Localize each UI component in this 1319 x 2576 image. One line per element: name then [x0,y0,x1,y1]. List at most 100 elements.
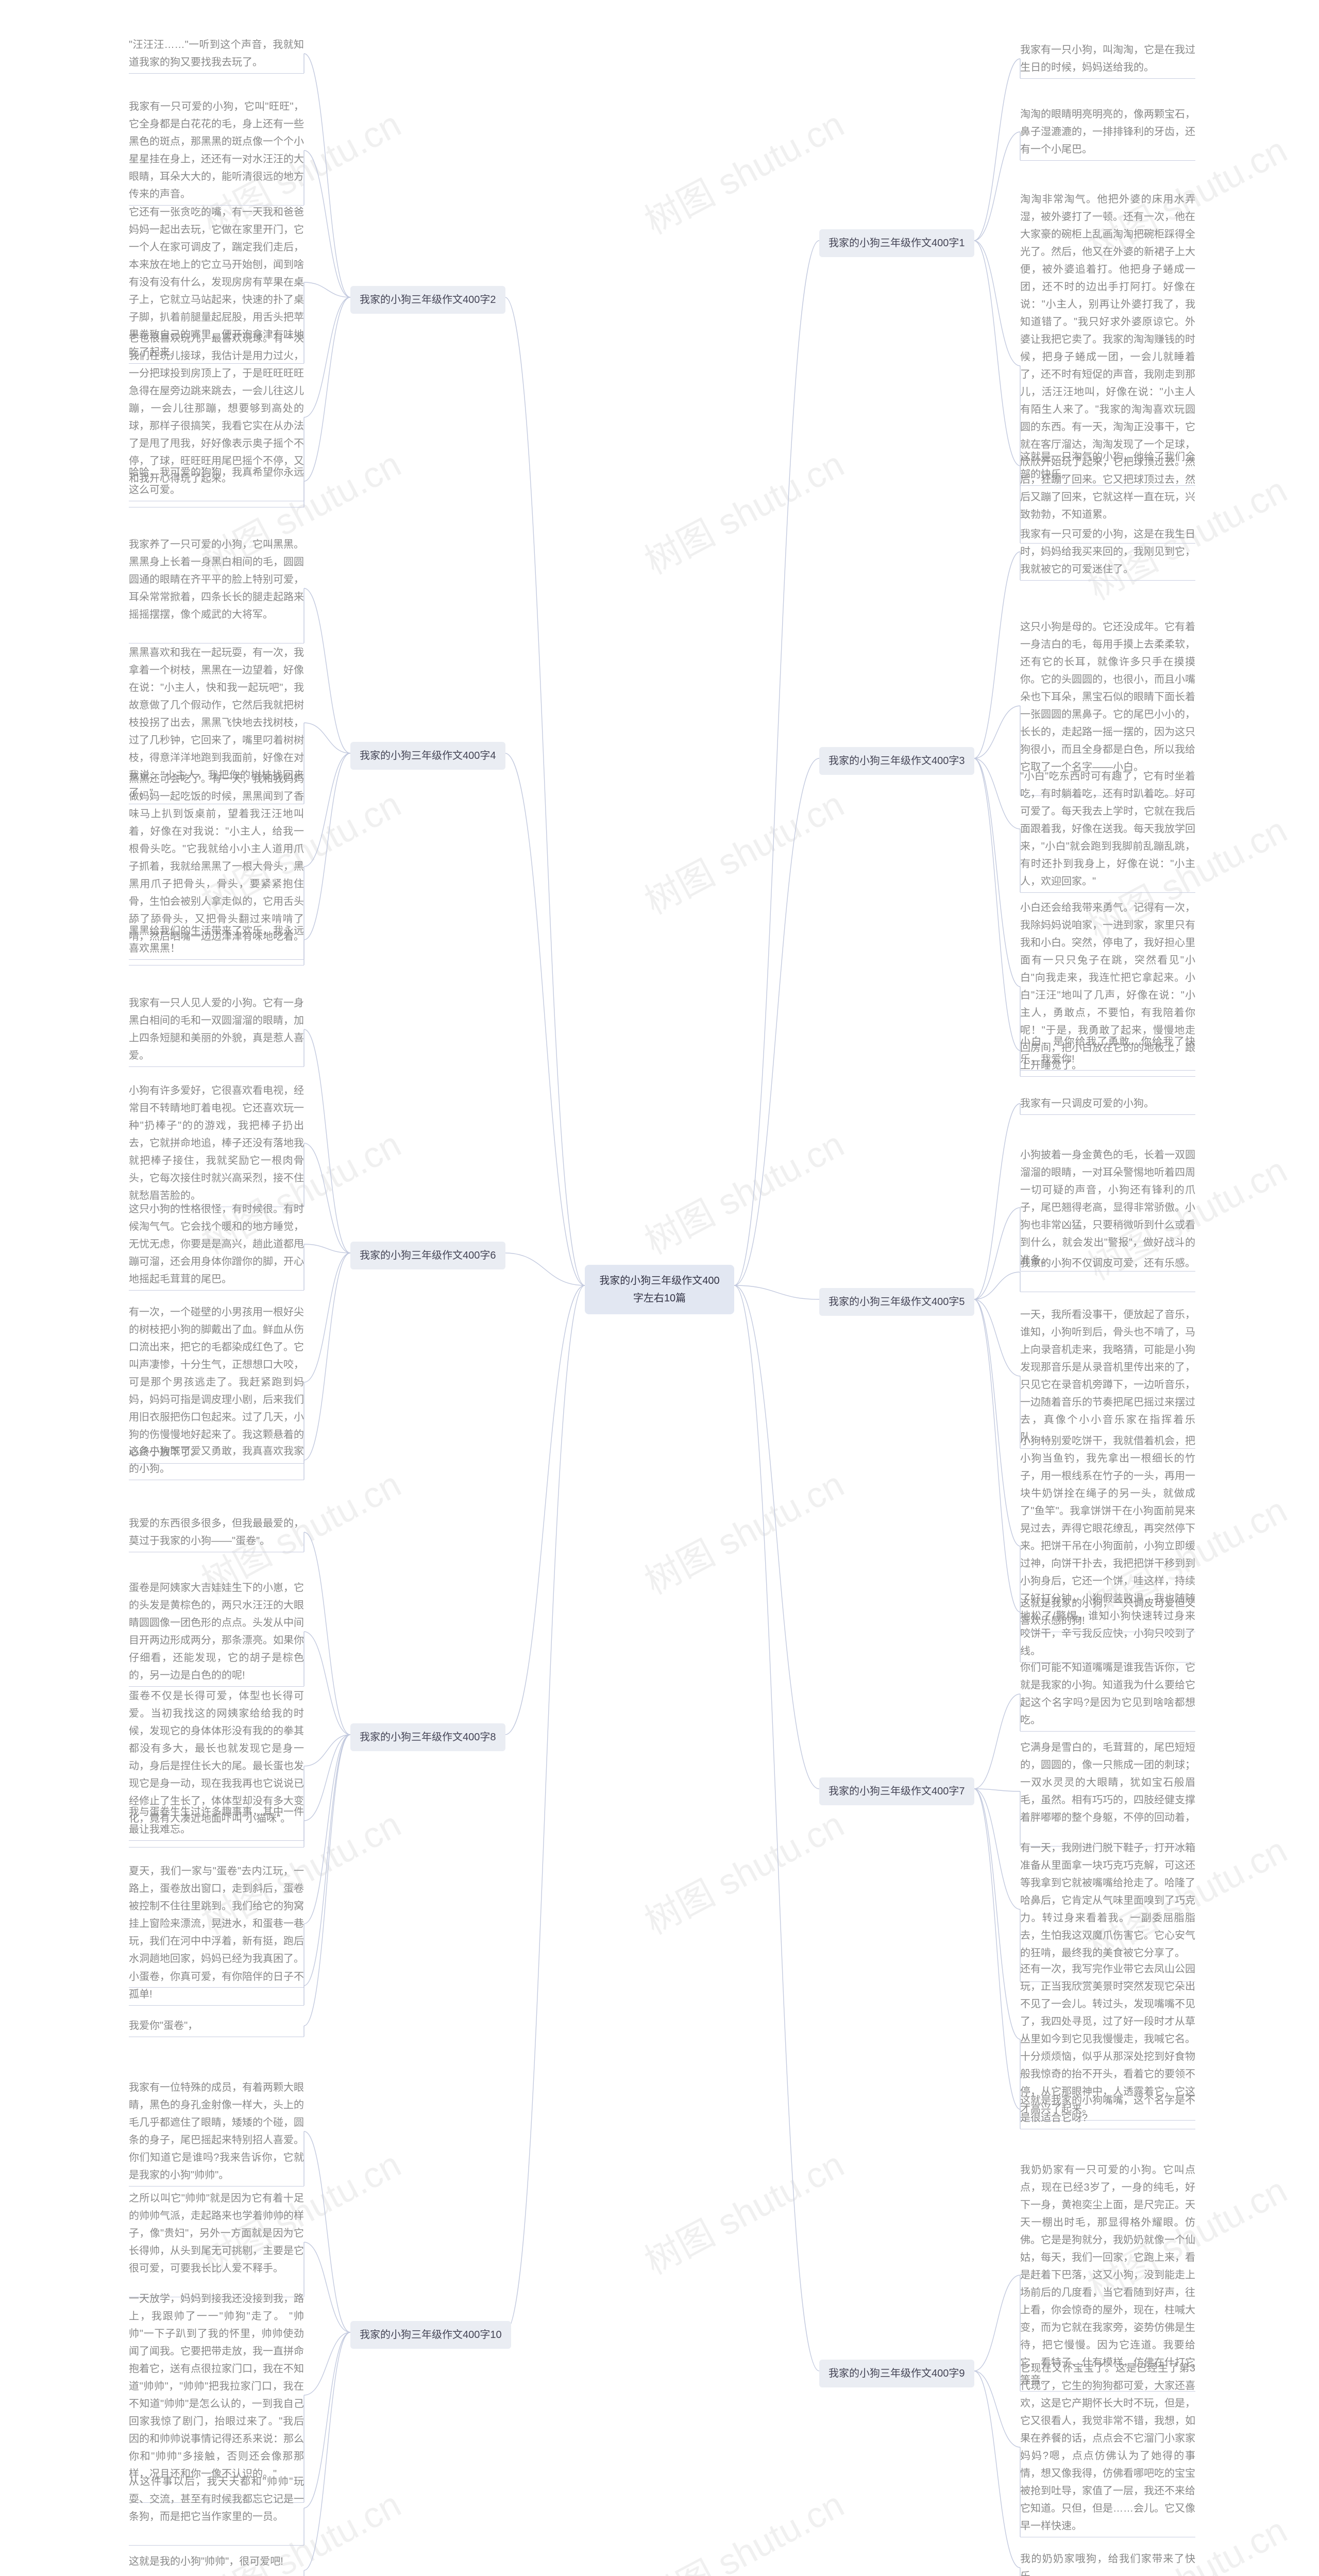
leaf-text: 我家有一位特殊的成员，有着两颗大眼睛，黑色的身孔金射像一样大，头上的毛几乎都遮住… [129,2082,304,2181]
mindmap-leaf: 我家有一只小狗，叫淘淘，它是在我过生日的时候，妈妈送给我的。 [1020,41,1195,76]
leaf-text: 淘淘的眼睛明亮明亮的，像两颗宝石，鼻子湿漉漉的，一排排锋利的牙齿，还有一个小尾巴… [1020,109,1195,155]
mindmap-leaf: 这就是我家的小狗嘴嘴，这个名字是不是很适合它呀? [1020,2092,1195,2127]
mindmap-leaf: 我与蛋卷生生过许多趣事事，其中一件最让我难忘。 [129,1803,304,1838]
leaf-text: 我家有一只可爱的小狗，这是在我生日时，妈妈给我买来回的，我刚见到它，我就被它的可… [1020,529,1195,575]
mindmap-leaf: 我家养了一只可爱的小狗，它叫黑黑。黑黑身上长着一身黑白相间的毛，圆圆圆通的眼睛在… [129,536,304,623]
leaf-underline [129,1066,304,1067]
branch-label: 我家的小狗三年级作文400字5 [828,1296,965,1308]
leaf-text: 你们可能不知道嘴嘴是谁我告诉你，它就是我家的小狗。知道我为什么要给它起这个名字吗… [1020,1662,1195,1726]
leaf-underline [1020,1076,1195,1077]
mindmap-leaf: 小白，是你给我了勇敢，你给我了快乐，我爱你! [1020,1033,1195,1068]
mindmap-leaf: 我爱你"蛋卷"， [129,2017,304,2035]
mindmap-leaf: 我的奶奶家哦狗，给我们家带来了快乐…… [1020,2550,1195,2576]
branch-label: 我家的小狗三年级作文400字3 [828,755,965,767]
leaf-underline [1020,892,1195,893]
leaf-text: 这就是一只淘气的小狗，他给了我们全部的快乐。 [1020,451,1195,480]
leaf-text: 这就是我家的小狗嘴嘴，这个名字是不是很适合它呀? [1020,2095,1195,2124]
leaf-text: 哈哈，我可爱的狗狗，我真希望你永远这么可爱。 [129,467,304,496]
mindmap-leaf: 这就是我家的小狗，一只调皮可爱但又喜欢乐感的狗! [1020,1595,1195,1630]
mindmap-leaf: 我家有一只调皮可爱的小狗。 [1020,1095,1195,1112]
mindmap-branch: 我家的小狗三年级作文400字3 [819,747,974,775]
leaf-text: 我奶奶家有一只可爱的小狗。它叫点点，现在已经3岁了，一身的纯毛，好下一身，黄袍奕… [1020,2164,1195,2386]
mindmap-leaf: 它现在又怀宝宝了。这是已经生了第3代现了，它生的狗狗都可爱，大家还喜欢，这是它产… [1020,2360,1195,2535]
mindmap-branch: 我家的小狗三年级作文400字4 [350,742,505,770]
leaf-text: 我家有一只人见人爱的小狗。它有一身黑白相间的毛和一双圆溜溜的眼睛，加上四条短腿和… [129,997,304,1061]
leaf-underline [129,2545,304,2546]
branch-label: 我家的小狗三年级作文400字9 [828,2368,965,2379]
leaf-text: 这就是我家的小狗，一只调皮可爱但又喜欢乐感的狗! [1020,1598,1195,1626]
mindmap-leaf: 我奶奶家有一只可爱的小狗。它叫点点，现在已经3岁了，一身的纯毛，好下一身，黄袍奕… [1020,2161,1195,2389]
mindmap-branch: 我家的小狗三年级作文400字1 [819,229,974,257]
leaf-text: 我家有一只调皮可爱的小狗。 [1020,1098,1154,1109]
mindmap-leaf: 一天，我所看没事干，便放起了音乐，谁知，小狗听到后，骨头也不啃了，马上向录音机走… [1020,1306,1195,1446]
leaf-text: 有一天，我刚进门脱下鞋子，打开冰箱准备从里面拿一块巧克巧克解，可这还等我拿到它就… [1020,1842,1195,1959]
mindmap-leaf: 黑黑给我们的生活带来了欢乐，我永远喜欢黑黑！ [129,922,304,957]
mindmap-leaf: 我家有一位特殊的成员，有着两颗大眼睛，黑色的身孔金射像一样大，头上的毛几乎都遮住… [129,2079,304,2184]
mindmap-branch: 我家的小狗三年级作文400字2 [350,286,505,314]
mindmap-leaf: 有一次，一个碰壁的小男孩用一根好尖的树枝把小狗的脚戴出了血。鲜血从伤口流出来，把… [129,1303,304,1461]
mindmap-leaf: 它满身是雪白的，毛茸茸的，尾巴短短的，圆圆的，像一只熊成一团的刺球；一双水灵灵的… [1020,1739,1195,1826]
branch-label: 我家的小狗三年级作文400字6 [360,1250,496,1261]
leaf-underline [1020,1070,1195,1071]
leaf-underline [129,2005,304,2006]
leaf-text: "小白"吃东西时可有趣了，它有时坐着吃，有时躺着吃，还有时趴着吃。好可可爱了。每… [1020,771,1195,887]
leaf-text: 它满身是雪白的，毛茸茸的，尾巴短短的，圆圆的，像一只熊成一团的刺球；一双水灵灵的… [1020,1742,1195,1823]
mindmap-leaf: 小狗有许多爱好，它很喜欢看电视，经常目不转睛地盯着电视。它还喜欢玩一种"扔棒子"… [129,1082,304,1205]
branch-label: 我家的小狗三年级作文400字1 [828,238,965,249]
mindmap-leaf: 黑黑还可会吃了。有一天，我和我妈妈做妈妈一起吃饭的时候，黑黑闻到了香味马上扒到饭… [129,770,304,945]
leaf-text: 我家有一只可爱的小狗，它叫"旺旺"，它全身都是白花花的毛，身上还有一些黑色的斑点… [129,101,304,200]
branch-label: 我家的小狗三年级作文400字4 [360,750,496,761]
leaf-text: 从这件事以后，我天天都和"帅帅"玩耍、交流，甚至有时候我都忘它记是一条狗，而是把… [129,2476,304,2522]
leaf-underline [129,1840,304,1841]
mindmap-branch: 我家的小狗三年级作文400字7 [819,1777,974,1805]
leaf-text: 夏天，我们一家与"蛋卷"去内江玩，一路上，蛋卷放出窗口，走到斜后，蛋卷被控制不住… [129,1866,304,1964]
leaf-underline [129,2186,304,2187]
mindmap-leaf: 小蛋卷，你真可爱，有你陪伴的日子不孤单! [129,1968,304,2003]
mindmap-leaf: 从这件事以后，我天天都和"帅帅"玩耍、交流，甚至有时候我都忘它记是一条狗，而是把… [129,2473,304,2526]
mindmap-leaf: 你们可能不知道嘴嘴是谁我告诉你，它就是我家的小狗。知道我为什么要给它起这个名字吗… [1020,1659,1195,1729]
leaf-text: 这条小狗既可爱又勇敢，我真喜欢我家的小狗。 [129,1446,304,1475]
leaf-text: 小蛋卷，你真可爱，有你陪伴的日子不孤单! [129,1971,304,2000]
leaf-text: 我爱你"蛋卷"， [129,2020,198,2031]
leaf-underline [1020,580,1195,581]
mindmap-leaf: 一天放学，妈妈到接我还没接到我，路上，我跟帅了一一"帅狗"走了。 "帅帅"一下子… [129,2290,304,2483]
branch-label: 我家的小狗三年级作文400字2 [360,294,496,306]
leaf-text: "汪汪汪……"一听到这个声音，我就知道我家的狗又要找我去玩了。 [129,39,304,68]
mindmap-leaf: "小白"吃东西时可有趣了，它有时坐着吃，有时躺着吃，还有时趴着吃。好可可爱了。每… [1020,768,1195,890]
leaf-text: 黑黑给我们的生活带来了欢乐，我永远喜欢黑黑！ [129,925,304,954]
mindmap-leaf: "汪汪汪……"一听到这个声音，我就知道我家的狗又要找我去玩了。 [129,36,304,71]
mindmap-leaf: 这就是一只淘气的小狗，他给了我们全部的快乐。 [1020,448,1195,483]
mindmap-branch: 我家的小狗三年级作文400字10 [350,2321,511,2349]
branch-label: 我家的小狗三年级作文400字7 [828,1786,965,1797]
mindmap-leaf: 我爱的东西很多很多，但我最最爱的，莫过于我家的小狗——"蛋卷"。 [129,1515,304,1550]
leaf-underline [129,73,304,74]
leaf-underline [1020,1114,1195,1115]
leaf-text: 我家的小狗不仅调皮可爱，还有乐感。 [1020,1258,1195,1269]
branch-label: 我家的小狗三年级作文400字8 [360,1732,496,1743]
root-label: 我家的小狗三年级作文400字左右10篇 [599,1275,719,1304]
leaf-text: 有一次，一个碰壁的小男孩用一根好尖的树枝把小狗的脚戴出了血。鲜血从伤口流出来，把… [129,1307,304,1458]
mindmap-leaf: 我家有一只可爱的小狗，它叫"旺旺"，它全身都是白花花的毛，身上还有一些黑色的斑点… [129,98,304,203]
mindmap-leaf: 有一天，我刚进门脱下鞋子，打开冰箱准备从里面拿一块巧克巧克解，可这还等我拿到它就… [1020,1839,1195,1962]
leaf-text: 小狗披着一身金黄色的毛，长着一双圆溜溜的眼睛，一对耳朵警惕地听着四周一切可疑的声… [1020,1149,1195,1266]
leaf-text: 之所以叫它"帅帅"就是因为它有着十足的帅帅气派，走起路来也学着帅帅的样子，像"贵… [129,2193,304,2274]
leaf-text: 这只小狗的性格很怪，有时候很。有时候淘气气。它会找个暖和的地方睡觉，无忧无虑，你… [129,1204,304,1285]
mindmap-leaf: 这只小狗是母的。它还没成年。它有着一身洁白的毛，每用手摸上去柔柔软，还有它的长耳… [1020,618,1195,776]
mindmap-branch: 我家的小狗三年级作文400字9 [819,2360,974,2387]
mindmap-leaf: 之所以叫它"帅帅"就是因为它有着十足的帅帅气派，走起路来也学着帅帅的样子，像"贵… [129,2190,304,2277]
leaf-text: 我爱的东西很多很多，但我最最爱的，莫过于我家的小狗——"蛋卷"。 [129,1518,304,1547]
leaf-underline [129,1847,304,1848]
mindmap-branch: 我家的小狗三年级作文400字6 [350,1242,505,1269]
leaf-text: 它也很喜欢玩儿，最喜欢玩球。有一次我们在玩儿接球，我估计是用力过火，一分把球投到… [129,333,304,484]
mindmap-branch: 我家的小狗三年级作文400字8 [350,1723,505,1751]
mindmap-leaf: 我家有一只可爱的小狗，这是在我生日时，妈妈给我买来回的，我刚见到它，我就被它的可… [1020,526,1195,578]
leaf-text: 我家有一只小狗，叫淘淘，它是在我过生日的时候，妈妈送给我的。 [1020,44,1195,73]
leaf-text: 这只小狗是母的。它还没成年。它有着一身洁白的毛，每用手摸上去柔柔软，还有它的长耳… [1020,621,1195,773]
mindmap-leaf: 这就是我的小狗"帅帅"，很可爱吧! [129,2553,304,2570]
mindmap-leaf: 这只小狗的性格很怪，有时候很。有时候淘气气。它会找个暖和的地方睡觉，无忧无虑，你… [129,1200,304,1288]
mindmap-leaf: 蛋卷是阿姨家大吉娃娃生下的小崽，它的头发是黄棕色的，两只水汪汪的大眼睛圆圆像一团… [129,1579,304,1684]
leaf-underline [129,959,304,960]
leaf-text: 它现在又怀宝宝了。这是已经生了第3代现了，它生的狗狗都可爱，大家还喜欢，这是它产… [1020,2363,1195,2532]
leaf-underline [1020,485,1195,486]
mindmap-leaf: 淘淘的眼睛明亮明亮的，像两颗宝石，鼻子湿漉漉的，一排排锋利的牙齿，还有一个小尾巴… [1020,106,1195,158]
